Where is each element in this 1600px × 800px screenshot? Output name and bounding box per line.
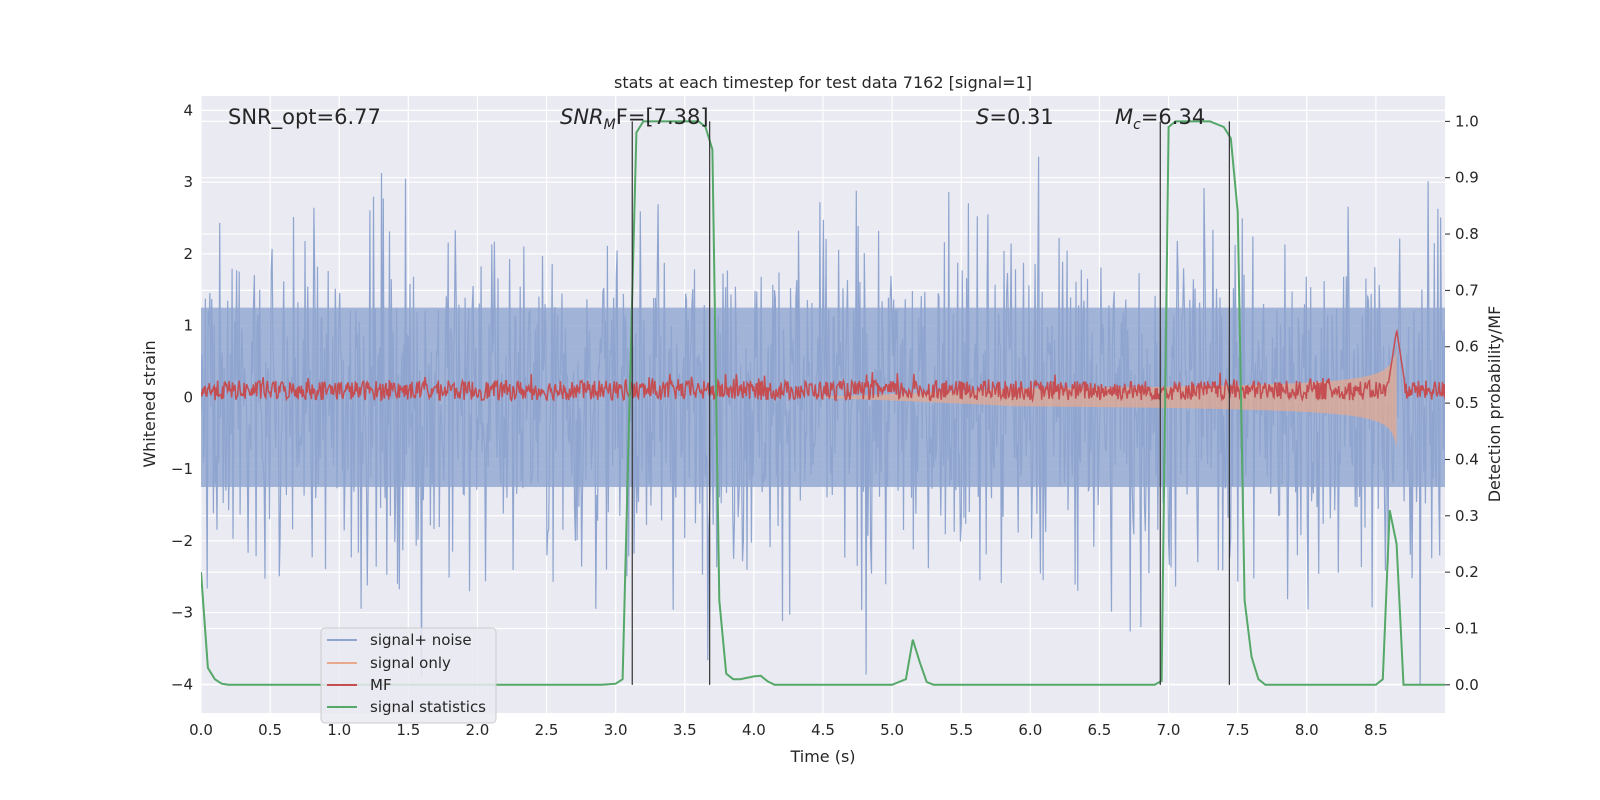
annotation-mc-main: M: [1115, 105, 1133, 129]
annotation-snr-opt: SNR_opt=6.77: [228, 105, 381, 130]
y-tick-label: −1: [171, 460, 193, 478]
y-tick-label: 0: [183, 388, 193, 406]
y-right-tick-label: 0.8: [1455, 225, 1479, 243]
annotation-mc-sub: c: [1133, 117, 1141, 133]
x-tick-label: 5.0: [880, 721, 904, 739]
legend: signal+ noise signal only MF signal stat…: [320, 627, 497, 724]
x-tick-label: 7.0: [1157, 721, 1181, 739]
x-tick-label: 1.5: [396, 721, 420, 739]
y-right-tick-label: 1.0: [1455, 112, 1479, 130]
ticks: 0.0 0.5 1.0 1.5 2.0 2.5 3.0 3.5 4.0 4.5 5.0 5.5 6.0 6…: [171, 101, 1479, 739]
markers-layer: [631, 121, 1230, 685]
series-signal-noise: [201, 156, 1445, 685]
y-right-tick-label: 0.0: [1455, 676, 1479, 694]
x-tick-label: 0.5: [258, 721, 282, 739]
x-tick-label: 5.5: [949, 721, 973, 739]
y-tick-label: 3: [183, 173, 193, 191]
x-tick-label: 8.5: [1364, 721, 1388, 739]
annotation-snr-mf-rest: F=[7.38]: [616, 105, 709, 129]
y-right-tick-label: 0.5: [1455, 394, 1479, 412]
legend-box: [320, 627, 497, 724]
y-tick-label: −4: [171, 675, 193, 693]
y-tick-label: 1: [183, 317, 193, 335]
y-right-tick-label: 0.1: [1455, 619, 1479, 637]
y-right-tick-label: 0.3: [1455, 507, 1479, 525]
legend-label-signal-statistics: signal statistics: [370, 698, 486, 716]
legend-label-signal-noise: signal+ noise: [370, 631, 472, 649]
x-tick-label: 6.0: [1018, 721, 1042, 739]
y-tick-label: 2: [183, 245, 193, 263]
annotation-mc: Mc=6.34: [1115, 105, 1205, 133]
y-right-tick-label: 0.2: [1455, 563, 1479, 581]
annotation-mc-value: =6.34: [1141, 105, 1205, 129]
x-tick-label: 7.5: [1226, 721, 1250, 739]
x-axis-label: Time (s): [789, 747, 855, 766]
x-tick-label: 2.0: [466, 721, 490, 739]
series-mf: [201, 328, 1445, 403]
annotation-snr-mf-main: SNR: [560, 105, 604, 129]
annotation-snr-mf-sub: M: [604, 117, 616, 133]
x-tick-label: 1.0: [327, 721, 351, 739]
x-tick-label: 8.0: [1295, 721, 1319, 739]
series-layer: [201, 120, 1445, 686]
annotation-s-label: S: [976, 105, 989, 129]
annotation-s-value: =0.31: [989, 105, 1053, 129]
y-right-tick-label: 0.7: [1455, 281, 1479, 299]
y-axis-label: Whitened strain: [140, 340, 159, 467]
y-right-tick-label: 0.6: [1455, 338, 1479, 356]
x-tick-label: 0.0: [189, 721, 213, 739]
x-tick-label: 4.0: [742, 721, 766, 739]
y-tick-label: −3: [171, 604, 193, 622]
chart-title: stats at each timestep for test data 716…: [614, 73, 1032, 92]
x-tick-label: 3.0: [604, 721, 628, 739]
annotation-s: S=0.31: [976, 105, 1054, 129]
y-right-tick-label: 0.4: [1455, 450, 1479, 468]
x-tick-label: 4.5: [811, 721, 835, 739]
x-tick-label: 3.5: [673, 721, 697, 739]
series-signal-only: [809, 347, 1397, 448]
legend-label-signal-only: signal only: [370, 654, 451, 672]
y-tick-label: 4: [183, 101, 193, 119]
x-tick-label: 6.5: [1088, 721, 1112, 739]
series-signal-statistics: [201, 120, 1445, 686]
x-tick-label: 2.5: [535, 721, 559, 739]
y-right-tick-label: 0.9: [1455, 169, 1479, 187]
y-axis-right-label: Detection probability/MF: [1485, 306, 1504, 503]
annotation-snr-mf: SNRMF=[7.38]: [560, 105, 709, 133]
legend-label-mf: MF: [370, 676, 392, 694]
y-tick-label: −2: [171, 532, 193, 550]
